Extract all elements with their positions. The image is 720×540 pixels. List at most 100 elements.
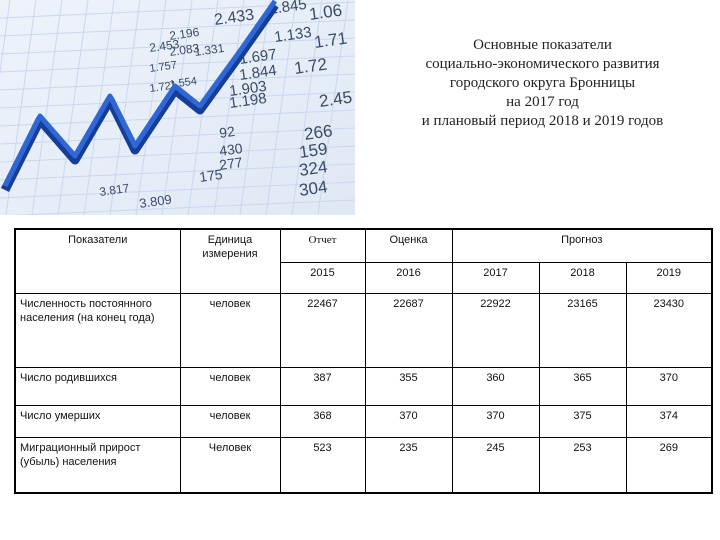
background-number: 1.757 [149, 59, 178, 75]
row-label: Численность постоянного населения (на ко… [14, 292, 181, 368]
year-cell: 2018 [538, 261, 627, 294]
background-number: 1.06 [308, 1, 343, 24]
title-line: Основные показатели [473, 37, 612, 53]
grid-line [161, 0, 193, 215]
value-cell: 368 [279, 404, 366, 438]
background-number: 2.083 [168, 41, 200, 59]
row-label: Миграционный прирост (убыль) населения [14, 436, 181, 494]
title-line: социально-экономического развития [425, 56, 660, 72]
value-cell: 374 [625, 404, 713, 438]
background-number: 3.809 [138, 192, 172, 211]
value-cell: 370 [364, 404, 453, 438]
row-unit: Человек [179, 436, 281, 494]
grid-line [265, 0, 297, 215]
background-number: 2.45 [318, 88, 353, 111]
value-cell: 23165 [538, 292, 627, 368]
background-number: 1.72 [293, 55, 328, 78]
value-cell: 355 [364, 366, 453, 406]
background-number: 304 [298, 177, 329, 200]
value-cell: 375 [538, 404, 627, 438]
row-unit: человек [179, 292, 281, 368]
grid-line [109, 0, 141, 215]
grid-line [11, 199, 355, 215]
background-number: 1.198 [228, 90, 268, 112]
table-header-row: Показатели Единица измерения Отчет Оценк… [14, 228, 713, 294]
value-cell: 370 [451, 404, 540, 438]
value-cell: 269 [625, 436, 713, 494]
background-number: 324 [298, 157, 329, 180]
value-cell: 23430 [625, 292, 713, 368]
background-number: 1.71 [313, 29, 348, 52]
background-number: 159 [298, 139, 329, 162]
growth-chart-illustration: 2.4332.1962.4532.0831.3311.7571.5541.721… [0, 0, 355, 215]
row-label: Число умерших [14, 404, 181, 438]
background-number: 430 [218, 140, 244, 159]
value-cell: 22922 [451, 292, 540, 368]
background-number: 1.845 [268, 0, 308, 18]
grid-line [135, 0, 167, 215]
indicators-table: Показатели Единица измерения Отчет Оценк… [14, 228, 714, 494]
header-indicators: Показатели [14, 228, 181, 294]
grid-line [0, 163, 355, 181]
value-cell: 387 [279, 366, 366, 406]
value-cell: 365 [538, 366, 627, 406]
growth-arrow-icon [0, 0, 279, 193]
background-number: 175 [198, 166, 224, 185]
grid-line [0, 73, 355, 91]
background-number: 1.331 [193, 41, 225, 59]
grid-line [0, 19, 355, 37]
background-number: 1.133 [273, 24, 313, 46]
hero-image: 2.433 2.196 2.453 2.083 1.331 1.757 1.554 1.721… [0, 0, 355, 215]
grid-line [0, 91, 355, 109]
table-row: Численность постоянного населения (на ко… [14, 292, 713, 368]
background-number: 2.433 [213, 7, 255, 29]
header-estimate: Оценка [364, 228, 453, 263]
value-cell: 370 [625, 366, 713, 406]
background-number: 1.697 [238, 46, 278, 68]
header-unit: Единица измерения [179, 228, 281, 294]
value-cell: 360 [451, 366, 540, 406]
background-number: 277 [218, 154, 244, 173]
row-unit: человек [179, 366, 281, 406]
grid-line [239, 0, 271, 215]
table-row: Число родившихся человек 387 355 360 365… [14, 366, 713, 406]
background-number: 2.196 [168, 25, 200, 43]
year-cell: 2019 [625, 261, 713, 294]
header-report: Отчет [279, 228, 366, 263]
table-row: Миграционный прирост (убыль) населения Ч… [14, 436, 713, 494]
table-years-row: 2015 2016 2017 2018 2019 [15, 261, 713, 294]
background-number: 1.844 [238, 62, 278, 84]
grid-line [83, 0, 115, 215]
grid-line [0, 37, 355, 55]
year-cell: 2017 [451, 261, 540, 294]
grid-line [0, 55, 355, 73]
grid-line [0, 1, 355, 19]
year-cell: 2015 [279, 261, 366, 294]
value-cell: 22687 [364, 292, 453, 368]
title-line: на 2017 год [506, 94, 579, 110]
year-cell: 2016 [364, 261, 453, 294]
background-number: 92 [218, 123, 236, 141]
grid-line [0, 181, 355, 199]
background-number: 266 [303, 121, 334, 144]
title-line: городского округа Бронницы [449, 75, 636, 91]
grid-line [317, 0, 349, 215]
value-cell: 245 [451, 436, 540, 494]
table-row: Число умерших человек 368 370 370 375 37… [14, 404, 713, 438]
background-number: 1.903 [228, 78, 268, 100]
title-line: и плановый период 2018 и 2019 годов [421, 113, 664, 129]
grid-line [0, 109, 355, 127]
grid-line [291, 0, 323, 215]
value-cell: 22467 [279, 292, 366, 368]
grid-line [0, 145, 355, 163]
row-unit: человек [179, 404, 281, 438]
grid-line [57, 0, 89, 215]
value-cell: 235 [364, 436, 453, 494]
row-label: Число родившихся [14, 366, 181, 406]
page-title: Основные показатели социально-экономичес… [370, 36, 715, 131]
grid-line [31, 0, 63, 215]
grid-line [213, 0, 245, 215]
value-cell: 523 [279, 436, 366, 494]
background-number: 2.453 [148, 37, 180, 55]
value-cell: 253 [538, 436, 627, 494]
